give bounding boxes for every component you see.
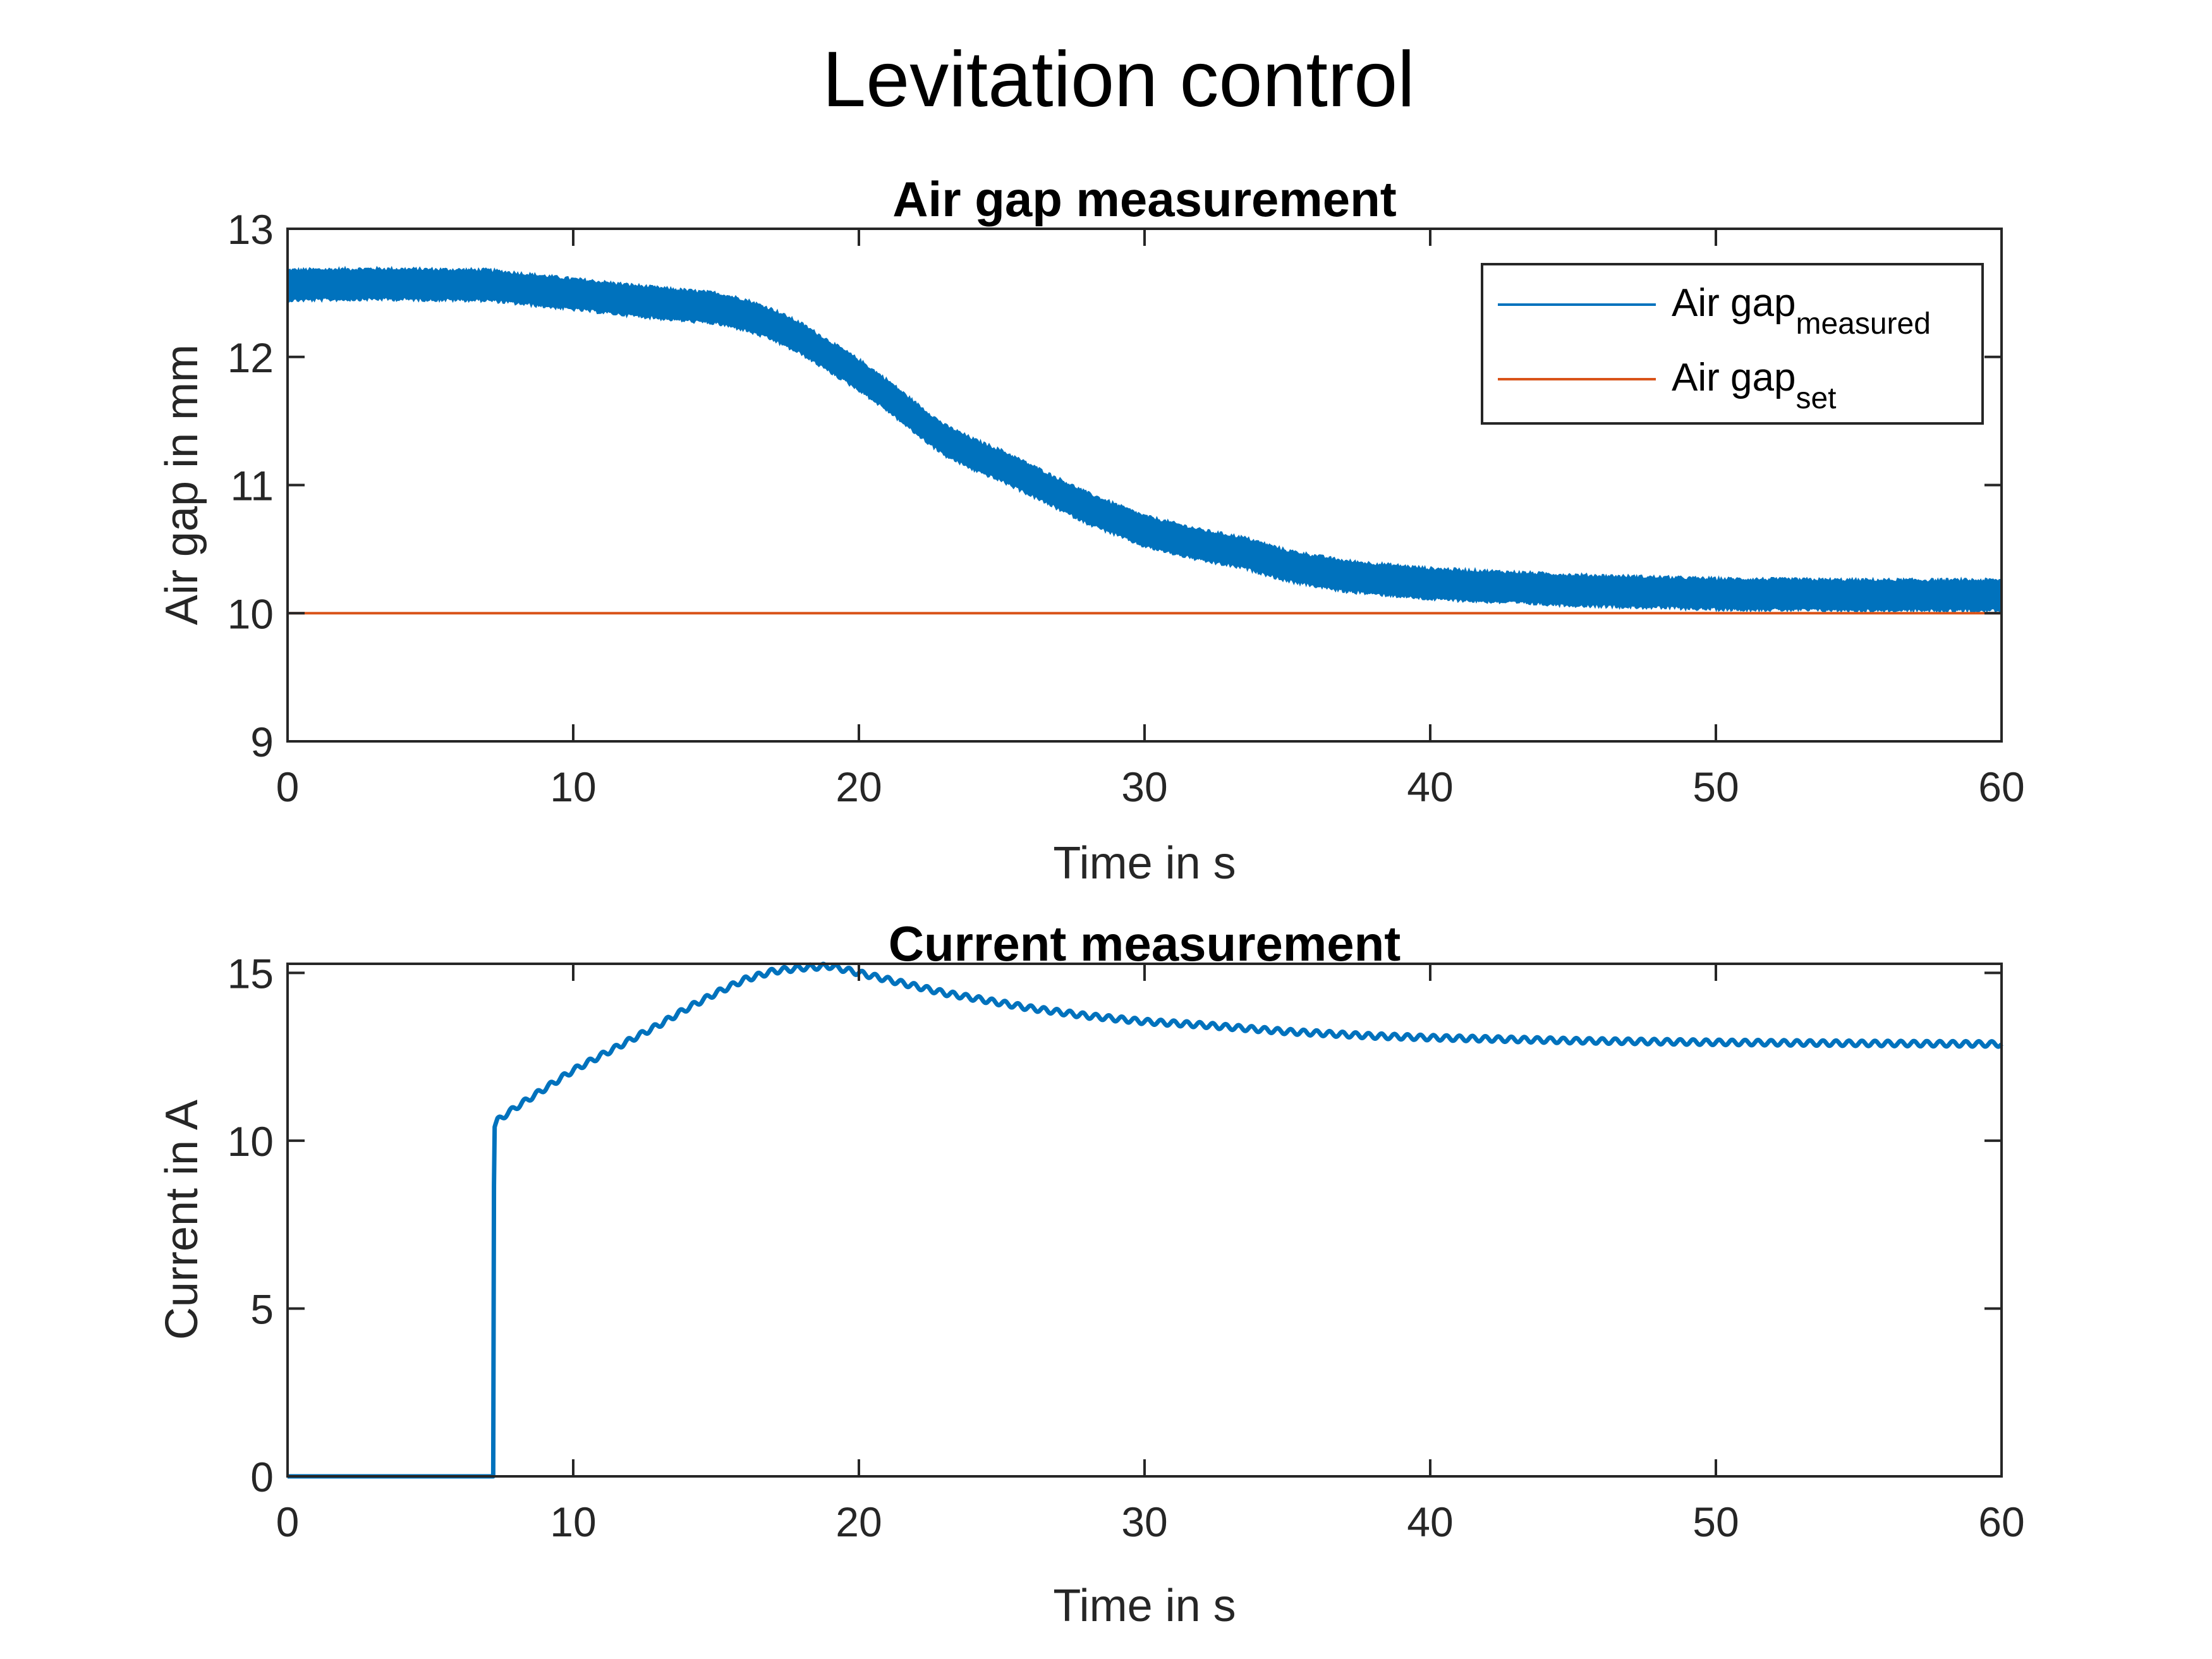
air-gap-xlabel: Time in s <box>1053 838 1236 889</box>
air-gap-ylabel: Air gap in mm <box>157 344 207 625</box>
x-tick-label: 50 <box>1692 763 1739 810</box>
air-gap-ticks: 0 10 20 30 40 50 60 9 10 11 12 13 <box>228 206 2025 810</box>
current-title: Current measurement <box>889 916 1401 971</box>
x-tick-label: 10 <box>550 763 596 810</box>
x-tick-label: 30 <box>1121 763 1167 810</box>
x-tick-label: 20 <box>836 763 882 810</box>
x-tick-label: 30 <box>1121 1498 1167 1545</box>
x-tick-label: 10 <box>550 1498 596 1545</box>
current-ticks: 0 10 20 30 40 50 60 0 5 10 15 <box>228 950 2025 1545</box>
x-tick-label: 60 <box>1978 1498 2024 1545</box>
figure-title: Levitation control <box>822 36 1414 123</box>
air-gap-axes: Air gap measurement 0 10 20 30 40 50 60 9 10 11 12… <box>157 171 2025 889</box>
x-tick-label: 0 <box>276 763 300 810</box>
y-tick-label: 5 <box>250 1285 274 1332</box>
y-tick-label: 9 <box>250 719 274 765</box>
air-gap-title: Air gap measurement <box>892 171 1397 227</box>
x-tick-label: 20 <box>836 1498 882 1545</box>
current-axes: Current measurement 0 10 20 30 40 50 60051015 … <box>157 916 2025 1631</box>
legend-label-measured: Air gapmeasured <box>1672 281 1931 341</box>
x-tick-label: 40 <box>1407 763 1453 810</box>
y-tick-label: 12 <box>228 334 274 381</box>
x-tick-label: 0 <box>276 1498 300 1545</box>
current-plot-area <box>286 961 2003 1479</box>
x-tick-label: 60 <box>1978 763 2024 810</box>
y-tick-label: 11 <box>230 463 274 509</box>
y-tick-label: 15 <box>228 950 274 997</box>
y-tick-label: 10 <box>228 1118 274 1165</box>
current-xlabel: Time in s <box>1053 1581 1236 1631</box>
series-current <box>286 961 2003 1479</box>
current-ylabel: Current in A <box>157 1100 207 1340</box>
y-tick-label: 13 <box>228 206 274 253</box>
y-tick-label: 0 <box>250 1454 274 1500</box>
legend-label-set: Air gapset <box>1672 356 1836 415</box>
x-tick-label: 50 <box>1692 1498 1739 1545</box>
legend-box <box>1481 263 1984 425</box>
x-tick-label: 40 <box>1407 1498 1453 1545</box>
y-tick-label: 10 <box>228 590 274 637</box>
legend: Air gapmeasured Air gapset <box>1481 263 1984 425</box>
